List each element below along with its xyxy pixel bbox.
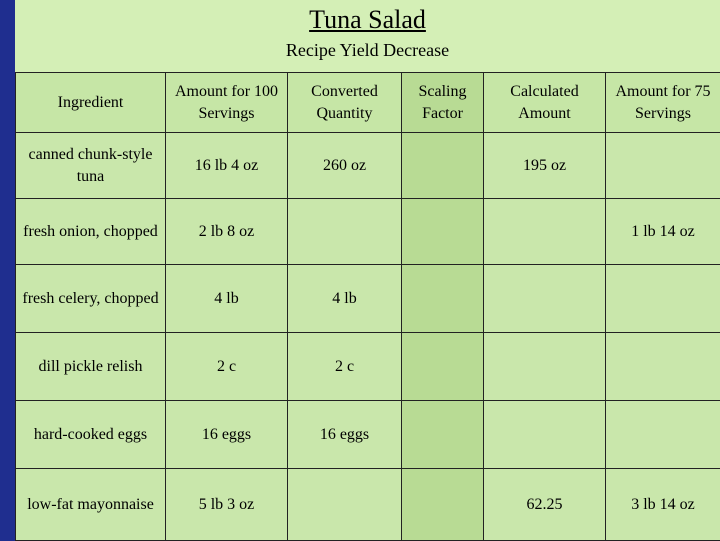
cell-calculated: [484, 401, 606, 469]
cell-amount-75: [606, 401, 720, 469]
cell-amount-100: 16 eggs: [166, 401, 288, 469]
table-row: fresh celery, chopped 4 lb 4 lb: [16, 265, 720, 333]
cell-amount-75: 3 lb 14 oz: [606, 469, 720, 541]
cell-converted: 16 eggs: [288, 401, 402, 469]
cell-converted: 4 lb: [288, 265, 402, 333]
cell-converted: 2 c: [288, 333, 402, 401]
cell-amount-100: 5 lb 3 oz: [166, 469, 288, 541]
cell-ingredient: low-fat mayonnaise: [16, 469, 166, 541]
cell-converted: [288, 199, 402, 265]
header-converted: Converted Quantity: [288, 73, 402, 133]
cell-calculated: [484, 265, 606, 333]
header-scaling-factor: Scaling Factor: [402, 73, 484, 133]
header-calculated: Calculated Amount: [484, 73, 606, 133]
table-row: canned chunk-style tuna 16 lb 4 oz 260 o…: [16, 133, 720, 199]
cell-amount-100: 2 lb 8 oz: [166, 199, 288, 265]
cell-calculated: [484, 333, 606, 401]
cell-ingredient: fresh onion, chopped: [16, 199, 166, 265]
cell-converted: 260 oz: [288, 133, 402, 199]
cell-ingredient: fresh celery, chopped: [16, 265, 166, 333]
cell-ingredient: canned chunk-style tuna: [16, 133, 166, 199]
cell-calculated: 195 oz: [484, 133, 606, 199]
cell-calculated: [484, 199, 606, 265]
cell-ingredient: hard-cooked eggs: [16, 401, 166, 469]
cell-amount-100: 16 lb 4 oz: [166, 133, 288, 199]
cell-converted: [288, 469, 402, 541]
table-row: dill pickle relish 2 c 2 c: [16, 333, 720, 401]
recipe-table: Ingredient Amount for 100 Servings Conve…: [15, 72, 720, 541]
cell-ingredient: dill pickle relish: [16, 333, 166, 401]
cell-amount-75: 1 lb 14 oz: [606, 199, 720, 265]
header-amount-100: Amount for 100 Servings: [166, 73, 288, 133]
cell-scaling: [402, 469, 484, 541]
cell-amount-100: 2 c: [166, 333, 288, 401]
table-row: fresh onion, chopped 2 lb 8 oz 1 lb 14 o…: [16, 199, 720, 265]
cell-amount-75: [606, 333, 720, 401]
left-accent-bar: [0, 0, 15, 540]
table-row: low-fat mayonnaise 5 lb 3 oz 62.25 3 lb …: [16, 469, 720, 541]
cell-calculated: 62.25: [484, 469, 606, 541]
cell-scaling: [402, 133, 484, 199]
cell-amount-100: 4 lb: [166, 265, 288, 333]
title-area: Tuna Salad Recipe Yield Decrease: [15, 0, 720, 72]
header-ingredient: Ingredient: [16, 73, 166, 133]
table-header-row: Ingredient Amount for 100 Servings Conve…: [16, 73, 720, 133]
header-amount-75: Amount for 75 Servings: [606, 73, 720, 133]
cell-scaling: [402, 199, 484, 265]
cell-scaling: [402, 333, 484, 401]
cell-amount-75: [606, 133, 720, 199]
cell-amount-75: [606, 265, 720, 333]
table-row: hard-cooked eggs 16 eggs 16 eggs: [16, 401, 720, 469]
page-subtitle: Recipe Yield Decrease: [15, 39, 720, 61]
page-title: Tuna Salad: [15, 4, 720, 36]
cell-scaling: [402, 265, 484, 333]
cell-scaling: [402, 401, 484, 469]
